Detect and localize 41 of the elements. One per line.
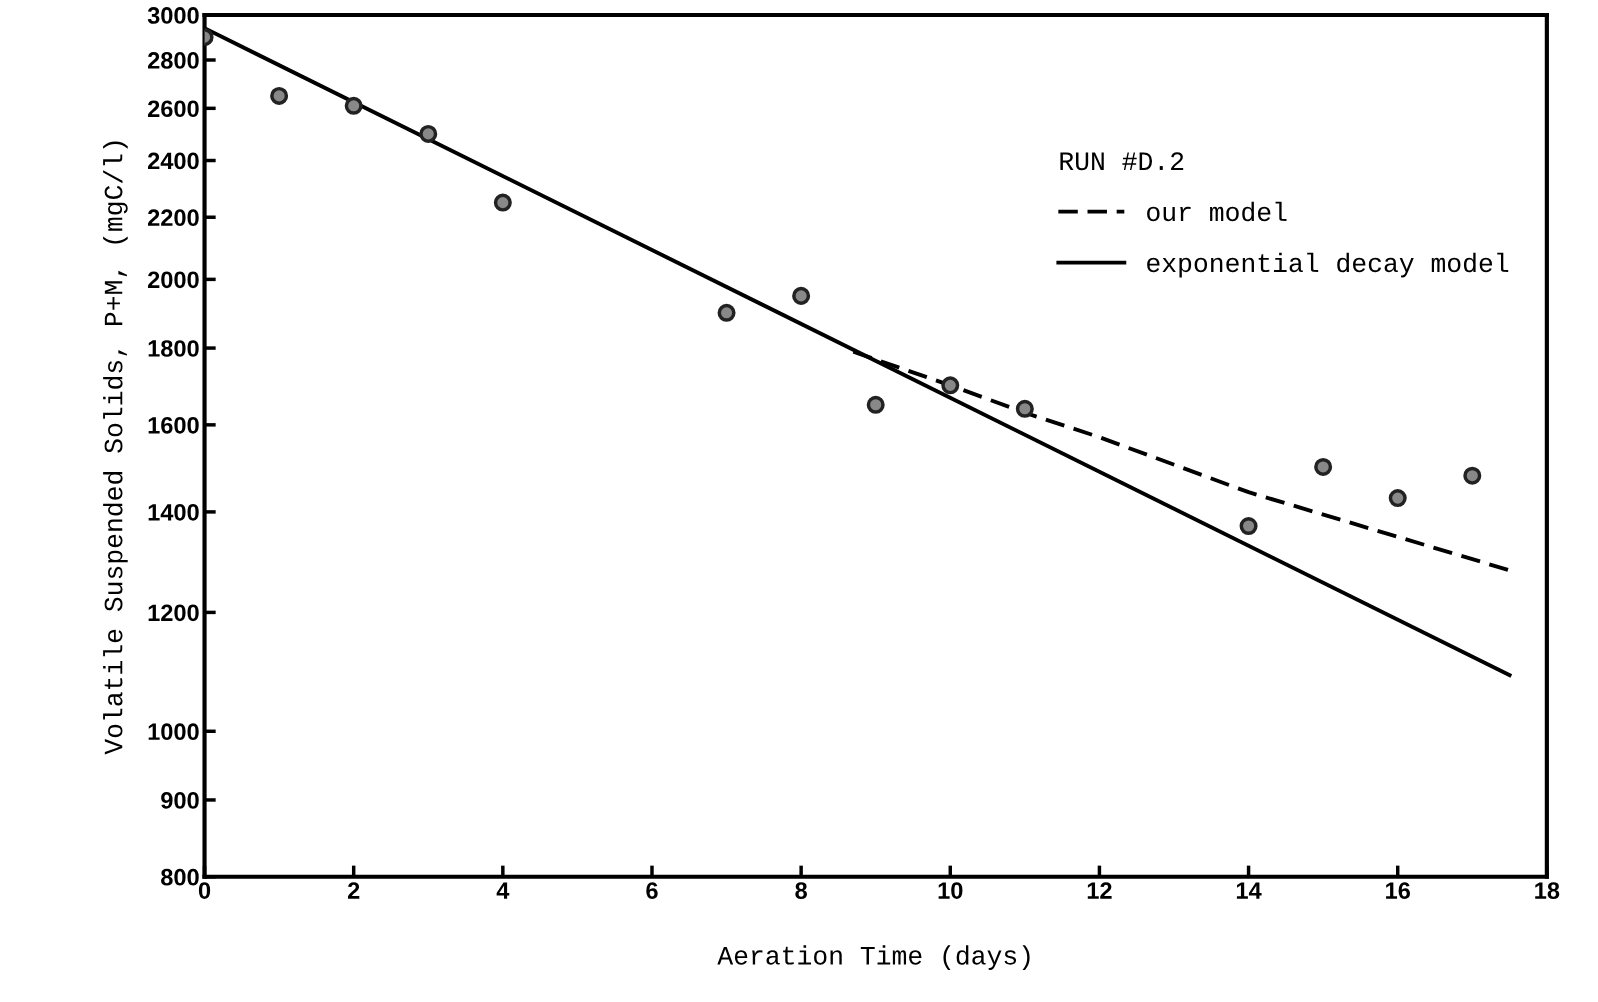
- y-tick-label: 1400: [148, 503, 199, 521]
- y-tick-label: 3000: [147, 7, 199, 24]
- y-tick-label: 2600: [147, 100, 199, 118]
- x-axis-title: Aeration Time (days): [717, 945, 1030, 970]
- x-tick-label: 2: [347, 882, 360, 899]
- point: [344, 96, 363, 115]
- y-tick-label: 2400: [147, 152, 199, 170]
- point: [792, 286, 811, 305]
- point: [270, 86, 289, 105]
- point: [419, 124, 438, 143]
- x-tick-label: 0: [198, 882, 211, 899]
- y-tick-label: 800: [161, 868, 199, 886]
- point: [1388, 489, 1407, 508]
- point: [1015, 399, 1034, 418]
- legend-label: exponential decay model: [1147, 252, 1509, 278]
- point: [717, 303, 736, 322]
- point: [493, 193, 512, 212]
- x-tick-label: 10: [938, 882, 963, 899]
- y-tick-label: 2200: [147, 209, 199, 227]
- point: [1314, 457, 1333, 476]
- legend-title: RUN #D.2: [1060, 152, 1184, 171]
- y-tick-label: 1000: [148, 723, 199, 741]
- x-tick-label: 8: [795, 882, 807, 899]
- x-tick-label: 12: [1087, 882, 1112, 899]
- point: [866, 395, 885, 414]
- x-tick-label: 4: [496, 882, 510, 899]
- legend-label: our model: [1147, 201, 1287, 222]
- y-axis-title: Volatile Suspended Solids, P+M, (mgC/l): [103, 141, 128, 755]
- x-tick-label: 6: [646, 882, 658, 899]
- y-tick-label: 2800: [147, 52, 199, 69]
- point: [941, 376, 960, 395]
- y-tick-label: 1600: [148, 416, 199, 434]
- x-tick-label: 18: [1535, 882, 1560, 899]
- point: [1463, 466, 1482, 485]
- x-tick-label: 14: [1236, 882, 1262, 899]
- y-tick-label: 1200: [148, 604, 199, 622]
- x-tick-label: 16: [1386, 882, 1410, 899]
- y-tick-label: 2000: [147, 271, 199, 289]
- point: [1239, 517, 1258, 536]
- y-tick-label: 900: [161, 792, 199, 809]
- y-tick-label: 1800: [148, 340, 199, 357]
